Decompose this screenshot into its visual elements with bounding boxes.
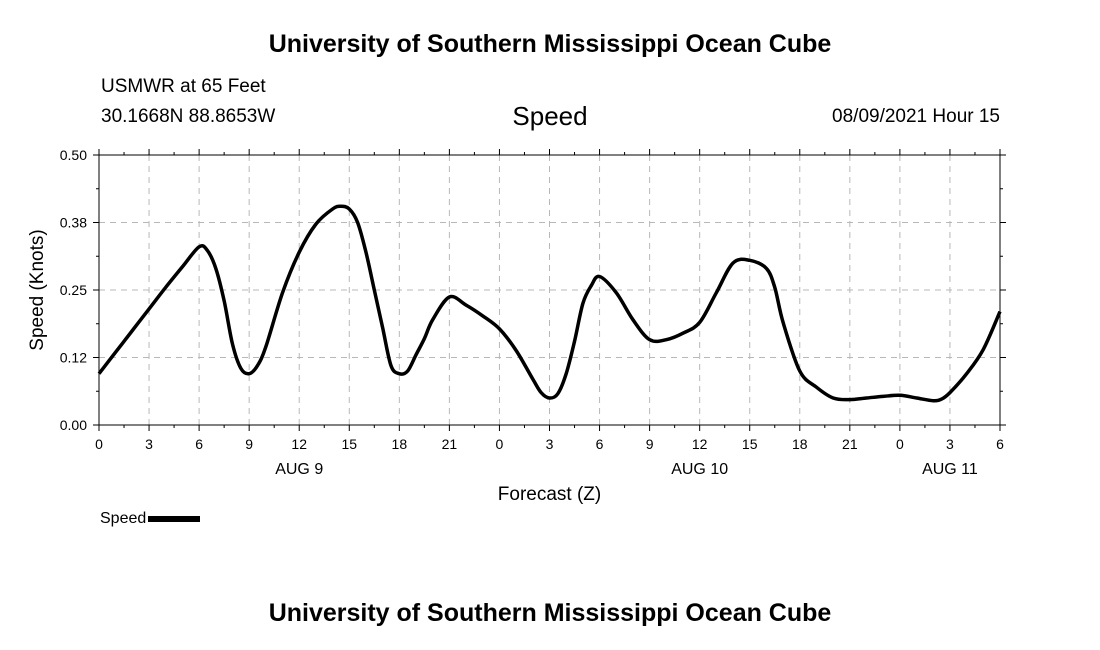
- date-label: AUG 11: [922, 461, 978, 478]
- station-coordinates: 30.1668N 88.8653W: [101, 106, 276, 127]
- x-tick-label: 21: [442, 436, 458, 452]
- x-tick-label: 3: [946, 436, 954, 452]
- x-tick-label: 6: [996, 436, 1004, 452]
- x-tick-label: 6: [195, 436, 203, 452]
- station-label: USMWR at 65 Feet: [101, 76, 266, 97]
- forecast-datetime: 08/09/2021 Hour 15: [832, 106, 1000, 127]
- x-tick-label: 21: [842, 436, 858, 452]
- y-tick-label: 0.38: [60, 215, 87, 231]
- x-tick-label: 3: [546, 436, 554, 452]
- x-tick-label: 18: [392, 436, 408, 452]
- x-tick-label: 0: [95, 436, 103, 452]
- plot-frame: [98, 154, 1001, 426]
- y-tick-label: 0.00: [60, 417, 87, 433]
- x-tick-label: 0: [896, 436, 904, 452]
- y-tick-label: 0.12: [60, 350, 87, 366]
- x-tick-label: 15: [341, 436, 357, 452]
- x-tick-label: 9: [245, 436, 253, 452]
- series-line-speed: [97, 204, 1002, 403]
- legend-label: Speed: [100, 510, 147, 527]
- x-tick-label: 3: [145, 436, 153, 452]
- y-axis-title: Speed (Knots): [27, 229, 48, 350]
- x-tick-label: 0: [496, 436, 504, 452]
- x-tick-label: 6: [596, 436, 604, 452]
- chart-legend: Speed: [100, 510, 201, 528]
- x-tick-label: 12: [692, 436, 708, 452]
- date-label: AUG 9: [275, 461, 323, 478]
- y-tick-label: 0.50: [60, 147, 87, 163]
- x-axis-title: Forecast (Z): [498, 484, 601, 505]
- x-tick-label: 9: [646, 436, 654, 452]
- y-tick-label: 0.25: [60, 282, 87, 298]
- legend-swatch: [148, 516, 201, 522]
- page-title: University of Southern Mississippi Ocean…: [268, 30, 832, 58]
- date-label: AUG 10: [671, 461, 728, 478]
- x-tick-label: 12: [291, 436, 307, 452]
- x-tick-label: 18: [792, 436, 808, 452]
- chart-title: Speed: [512, 101, 588, 131]
- x-tick-label: 15: [742, 436, 758, 452]
- footer-title: University of Southern Mississippi Ocean…: [268, 599, 832, 627]
